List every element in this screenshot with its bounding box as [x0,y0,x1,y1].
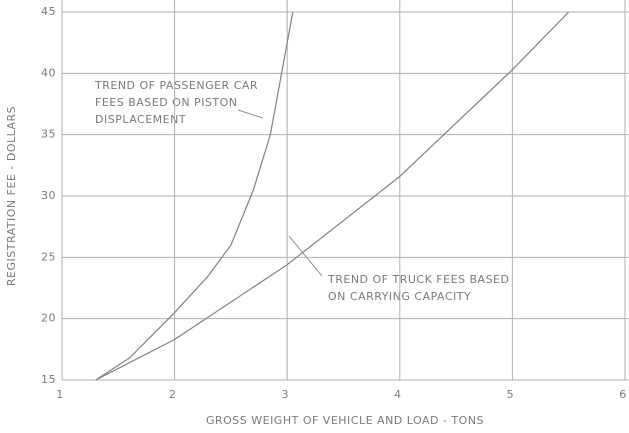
x-tick-label: 1 [56,388,64,401]
annotation: TREND OF TRUCK FEES BASED ON CARRYING CA… [288,235,509,303]
annotation-line: TREND OF TRUCK FEES BASED [327,273,509,286]
leader-line [288,235,323,277]
y-tick-label: 30 [41,189,56,202]
y-axis-label: REGISTRATION FEE - DOLLARS [5,106,18,286]
y-tick-label: 35 [41,128,56,141]
leader-line [237,109,264,119]
annotation: TREND OF PASSENGER CAR FEES BASED ON PIS… [94,79,264,126]
line-series [95,11,570,381]
y-tick-label: 25 [41,250,56,263]
x-axis-label: GROSS WEIGHT OF VEHICLE AND LOAD - TONS [206,414,484,427]
y-tick-label: 45 [41,5,56,18]
x-tick-label: 3 [281,388,289,401]
x-tick-label: 4 [394,388,402,401]
x-tick-label: 6 [619,388,627,401]
line-series [95,11,294,381]
x-tick-label: 5 [507,388,515,401]
annotation-line: FEES BASED ON PISTON [95,96,238,109]
x-tick-label: 2 [169,388,177,401]
y-tick-label: 40 [41,66,56,79]
y-tick-label: 15 [41,373,56,386]
annotation-line: DISPLACEMENT [95,113,186,126]
annotation-line: TREND OF PASSENGER CAR [94,79,258,92]
y-tick-label: 20 [41,312,56,325]
